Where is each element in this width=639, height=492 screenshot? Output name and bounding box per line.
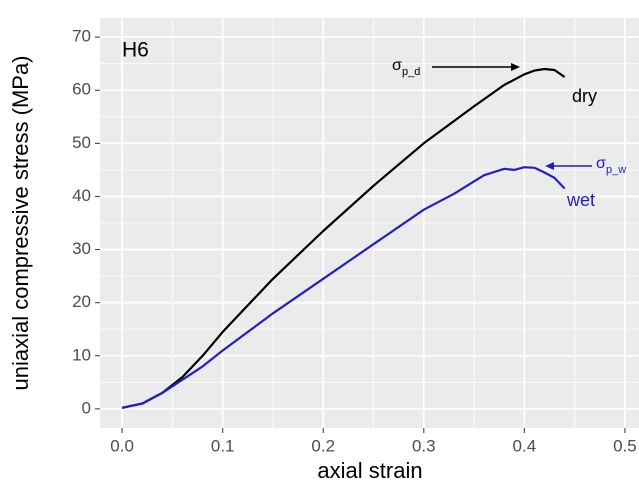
annotation-subscript: p_w	[606, 164, 626, 176]
arrow-head	[545, 162, 554, 170]
y-tick-label: 70	[72, 27, 91, 46]
y-tick-label: 50	[72, 133, 91, 152]
y-tick-label: 10	[72, 345, 91, 364]
annotation-subscript: p_d	[402, 66, 420, 78]
x-tick-label: 0.2	[311, 436, 335, 455]
y-tick-label: 30	[72, 239, 91, 258]
annotation: σ	[596, 155, 606, 172]
arrow-head	[511, 63, 520, 71]
series-label: wet	[566, 190, 595, 210]
x-tick-label: 0.5	[613, 436, 637, 455]
y-tick-label: 20	[72, 292, 91, 311]
x-tick-label: 0.4	[513, 436, 537, 455]
y-tick-label: 0	[82, 398, 91, 417]
x-axis-title: axial strain	[317, 458, 422, 483]
x-tick-label: 0.3	[412, 436, 436, 455]
annotation: σ	[392, 57, 402, 74]
y-tick-label: 40	[72, 186, 91, 205]
y-axis-title: uniaxial compressive stress (MPa)	[8, 56, 33, 391]
series-line	[121, 67, 566, 409]
grid	[100, 18, 639, 428]
series-label: dry	[572, 86, 597, 106]
annotation: H6	[122, 39, 149, 62]
x-tick-label: 0.0	[110, 436, 134, 455]
series-line	[121, 166, 566, 409]
x-tick-label: 0.1	[211, 436, 235, 455]
y-tick-label: 60	[72, 80, 91, 99]
